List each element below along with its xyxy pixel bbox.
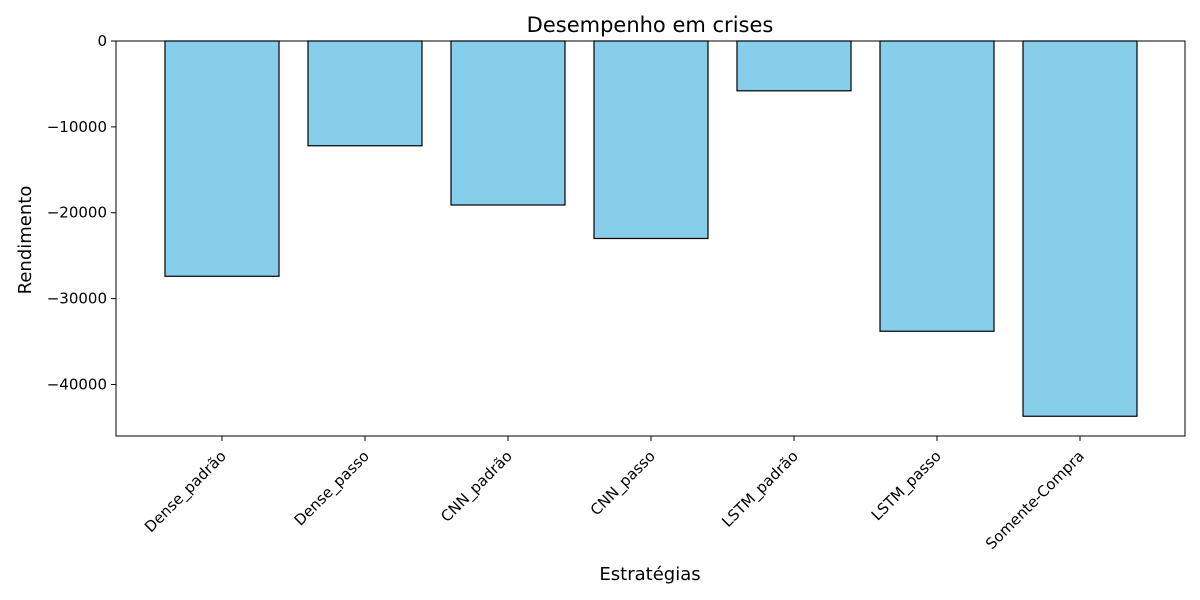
bar	[879, 40, 995, 332]
bar	[593, 40, 709, 240]
x-tick-label: Dense_passo	[291, 447, 374, 530]
y-axis-ticks: 0 −10000 −20000 −30000 −40000	[47, 32, 116, 393]
y-tick-label: 0	[97, 32, 107, 50]
x-axis-ticks: Dense_padrão Dense_passo CNN_padrão CNN_pas…	[141, 436, 1088, 553]
y-tick-label: −40000	[47, 375, 107, 393]
bar	[164, 40, 280, 277]
chart-title: Desempenho em crises	[527, 13, 774, 37]
bar	[1022, 40, 1138, 417]
y-tick-label: −20000	[47, 204, 107, 222]
x-tick-label: Somente-Compra	[982, 447, 1088, 553]
x-tick-label: CNN_passo	[587, 447, 660, 520]
plot-frame	[115, 40, 1186, 437]
x-tick-label: LSTM_passo	[868, 447, 946, 525]
bar	[307, 40, 423, 147]
y-axis-label: Rendimento	[15, 186, 36, 295]
x-tick-label: CNN_padrão	[437, 447, 516, 526]
x-axis-label: Estratégias	[599, 564, 700, 585]
x-tick-label: Dense_padrão	[141, 447, 231, 537]
bar	[450, 40, 566, 206]
bars-layer	[164, 40, 1138, 417]
x-tick-label: LSTM_padrão	[718, 447, 802, 531]
y-tick-label: −10000	[47, 118, 107, 136]
y-tick-label: −30000	[47, 290, 107, 308]
bar	[736, 40, 852, 92]
